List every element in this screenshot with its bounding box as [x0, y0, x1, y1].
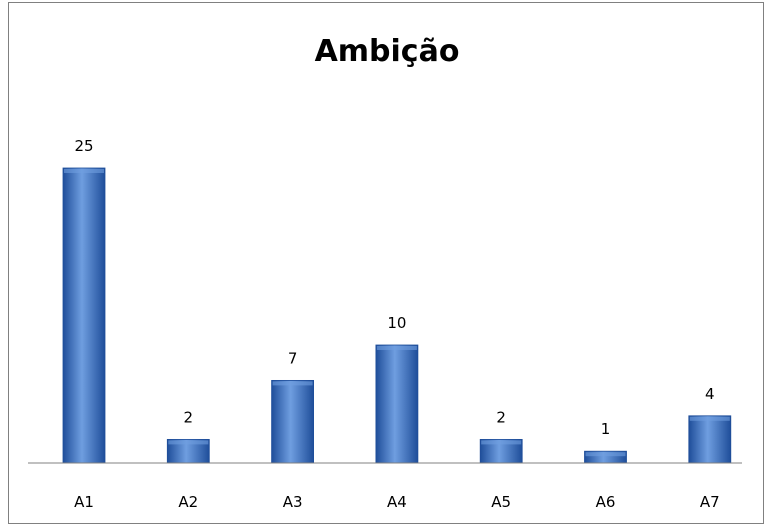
bar-highlight-a6: [585, 452, 626, 457]
data-label-a1: 25: [74, 137, 93, 155]
tick-label-a2: A2: [178, 493, 198, 511]
bar-highlight-a7: [689, 416, 730, 421]
data-label-a3: 7: [288, 349, 298, 367]
bar-highlight-a4: [376, 346, 417, 350]
tick-label-a4: A4: [387, 493, 407, 511]
tick-label-a3: A3: [283, 493, 303, 511]
chart-title: Ambição: [314, 34, 460, 69]
bar-highlight-a2: [168, 440, 209, 445]
data-label-a7: 4: [705, 385, 715, 403]
tick-label-a1: A1: [74, 493, 94, 511]
data-label-a4: 10: [387, 314, 406, 332]
bar-a1: [62, 167, 106, 464]
data-label-a6: 1: [601, 420, 611, 438]
bar-a7: [688, 415, 732, 464]
bar-highlight-a5: [481, 440, 522, 445]
tick-label-a6: A6: [596, 493, 616, 511]
bar-highlight-a3: [272, 381, 313, 386]
bar-highlight-a1: [64, 169, 104, 173]
labels-group: 25 A1 2 A2 7 A3 10 A4 2 A5 1 A6 4 A7: [74, 137, 720, 511]
bars-group: [62, 167, 732, 464]
bar-a4: [375, 344, 419, 464]
tick-label-a5: A5: [491, 493, 511, 511]
bar-a3: [271, 379, 315, 464]
data-label-a2: 2: [184, 408, 194, 426]
data-label-a5: 2: [496, 408, 506, 426]
tick-label-a7: A7: [700, 493, 720, 511]
